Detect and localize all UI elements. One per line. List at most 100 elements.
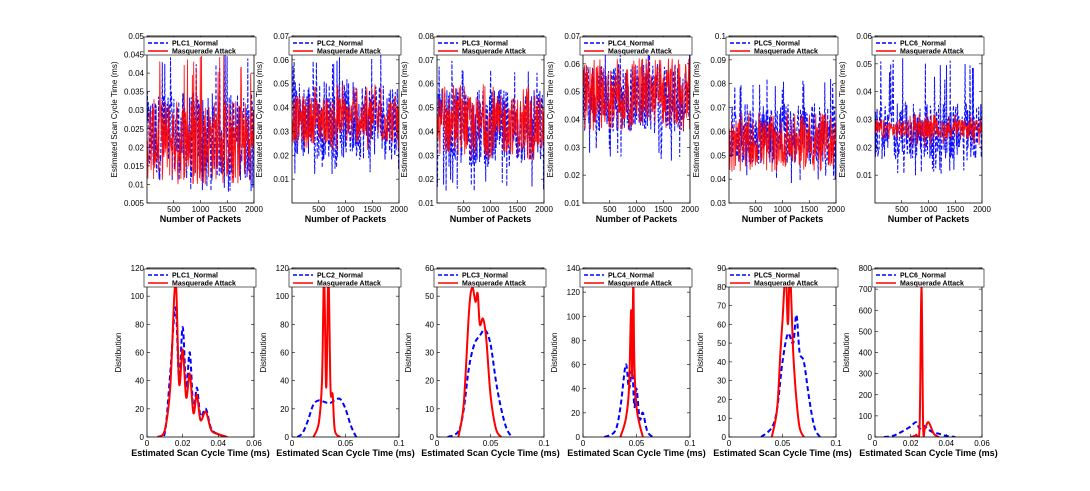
legend-box-plc2-dist bbox=[288, 268, 402, 288]
ytick-label-plc1-time: 0.05 bbox=[128, 32, 144, 41]
xtick-label-plc4-time: 2000 bbox=[681, 205, 699, 214]
legend-label-plc1-time: PLC1_Normal bbox=[172, 41, 218, 48]
ytick-label-plc4-time: 0.06 bbox=[564, 60, 580, 69]
xtick-label-plc5-time: 1000 bbox=[774, 205, 792, 214]
plot-area-plc4-dist bbox=[603, 279, 654, 437]
xtick-label-plc2-dist: 0.05 bbox=[338, 439, 354, 448]
ytick-label-plc2-time: 0.01 bbox=[273, 175, 289, 184]
xtick-label-plc2-time: 500 bbox=[312, 205, 326, 214]
ytick-label-plc6-dist: 0 bbox=[868, 433, 873, 442]
ylabel-plc5-time: Estimated Scan Cycle Time (ms) bbox=[692, 61, 701, 177]
ytick-label-plc1-time: 0.015 bbox=[124, 162, 145, 171]
ytick-label-plc4-time: 0.02 bbox=[564, 171, 580, 180]
ytick-label-plc3-time: 0.07 bbox=[418, 56, 434, 65]
ytick-label-plc5-dist: 20 bbox=[717, 395, 726, 404]
xtick-label-plc6-dist: 0.02 bbox=[903, 439, 919, 448]
series-attack-plc4-time bbox=[583, 58, 690, 131]
ytick-label-plc1-dist: 120 bbox=[131, 264, 145, 273]
ytick-label-plc6-time: 0.06 bbox=[856, 32, 872, 41]
xtick-label-plc3-time: 1000 bbox=[482, 205, 500, 214]
xlabel-plc4-dist: Estimated Scan Cycle Time (ms) bbox=[567, 448, 705, 458]
ytick-label-plc5-dist: 60 bbox=[717, 320, 726, 329]
legend-label-plc3-time: PLC3_Normal bbox=[462, 41, 508, 48]
ytick-label-plc4-dist: 20 bbox=[571, 409, 580, 418]
plot-area-plc2-dist bbox=[296, 273, 358, 437]
plot-area-plc6-time bbox=[875, 58, 982, 176]
xtick-label-plc4-time: 500 bbox=[603, 205, 617, 214]
ytick-label-plc6-dist: 800 bbox=[859, 264, 873, 273]
series-normal-plc5-time bbox=[729, 78, 836, 184]
xlabel-plc5-time: Number of Packets bbox=[742, 214, 824, 224]
xtick-label-plc4-time: 1500 bbox=[654, 205, 672, 214]
ylabel-plc3-time: Estimated Scan Cycle Time (ms) bbox=[400, 61, 409, 177]
xtick-label-plc6-time: 500 bbox=[895, 205, 909, 214]
legend-label-plc3-dist: PLC3_Normal bbox=[462, 273, 508, 280]
ytick-label-plc5-dist: 50 bbox=[717, 339, 726, 348]
xtick-label-plc6-time: 1500 bbox=[946, 205, 964, 214]
axes-box-plc6-dist bbox=[874, 267, 983, 438]
ytick-label-plc1-dist: 60 bbox=[135, 349, 144, 358]
xlabel-plc6-time: Number of Packets bbox=[888, 214, 970, 224]
xtick-label-plc1-time: 1000 bbox=[192, 205, 210, 214]
legend-box-plc1-time bbox=[143, 36, 257, 56]
ytick-label-plc4-time: 0.03 bbox=[564, 143, 580, 152]
legend-box-plc6-time bbox=[871, 36, 985, 56]
ytick-label-plc6-dist: 500 bbox=[859, 327, 873, 336]
xtick-label-plc3-time: 500 bbox=[457, 205, 471, 214]
ytick-label-plc1-dist: 80 bbox=[135, 320, 144, 329]
xtick-label-plc5-time: 500 bbox=[749, 205, 763, 214]
series-attack-plc1-time bbox=[147, 55, 254, 185]
ytick-label-plc3-time: 0.08 bbox=[418, 32, 434, 41]
ylabel-plc5-dist: Distribution bbox=[696, 332, 705, 372]
series-attack-plc3-dist bbox=[457, 286, 503, 437]
ytick-label-plc3-dist: 60 bbox=[425, 264, 434, 273]
legend-label-plc4-dist: PLC4_Normal bbox=[608, 273, 654, 280]
ytick-label-plc4-dist: 40 bbox=[571, 385, 580, 394]
ytick-label-plc4-dist: 120 bbox=[567, 288, 581, 297]
series-normal-plc5-dist bbox=[760, 313, 821, 437]
legend-label-plc4-time: Masquerade Attack bbox=[608, 49, 672, 56]
ytick-label-plc6-dist: 300 bbox=[859, 370, 873, 379]
plot-area-plc6-dist bbox=[883, 283, 956, 437]
legend-label-plc5-time: PLC5_Normal bbox=[754, 41, 800, 48]
ytick-label-plc5-time: 0.05 bbox=[710, 151, 726, 160]
chart-plc1-time: 0.005 0.01 0.015 0.02 0.025 0.03 0.035 0.04 0.04… bbox=[110, 32, 263, 224]
ytick-label-plc1-dist: 20 bbox=[135, 405, 144, 414]
ytick-label-plc4-dist: 60 bbox=[571, 361, 580, 370]
legend-label-plc5-dist: PLC5_Normal bbox=[754, 273, 800, 280]
ytick-label-plc4-dist: 100 bbox=[567, 312, 581, 321]
chart-plc6-dist: 0 100 200 300 400 500 600 700 800 0 0.02 0.04 0.06Es… bbox=[842, 264, 998, 458]
ytick-label-plc4-time: 0.04 bbox=[564, 116, 580, 125]
ytick-label-plc3-dist: 0 bbox=[430, 433, 435, 442]
xtick-label-plc5-time: 2000 bbox=[827, 205, 845, 214]
plot-area-plc5-time bbox=[729, 78, 836, 184]
ylabel-plc6-dist: Distribution bbox=[842, 332, 851, 372]
legend-box-plc5-time bbox=[725, 36, 839, 56]
series-attack-plc5-dist bbox=[770, 270, 805, 437]
series-attack-plc1-dist bbox=[156, 281, 228, 437]
ylabel-plc4-time: Estimated Scan Cycle Time (ms) bbox=[546, 61, 555, 177]
ytick-label-plc6-time: 0.05 bbox=[856, 60, 872, 69]
ytick-label-plc2-time: 0.03 bbox=[273, 127, 289, 136]
ylabel-plc4-dist: Distribution bbox=[550, 332, 559, 372]
ytick-label-plc2-time: 0.06 bbox=[273, 56, 289, 65]
xtick-label-plc6-dist: 0.06 bbox=[974, 439, 990, 448]
legend-box-plc3-dist bbox=[433, 268, 547, 288]
ytick-label-plc5-dist: 70 bbox=[717, 302, 726, 311]
legend-label-plc1-time: Masquerade Attack bbox=[172, 49, 236, 56]
ytick-label-plc4-time: 0.01 bbox=[564, 199, 580, 208]
legend-label-plc6-time: Masquerade Attack bbox=[900, 49, 964, 56]
ytick-label-plc5-time: 0.04 bbox=[710, 175, 726, 184]
series-attack-plc2-time bbox=[292, 84, 399, 151]
xtick-label-plc1-dist: 0 bbox=[145, 439, 150, 448]
xlabel-plc3-dist: Estimated Scan Cycle Time (ms) bbox=[421, 448, 559, 458]
ytick-label-plc6-time: 0.01 bbox=[856, 171, 872, 180]
legend-label-plc3-dist: Masquerade Attack bbox=[462, 281, 526, 288]
ytick-label-plc3-dist: 20 bbox=[425, 377, 434, 386]
